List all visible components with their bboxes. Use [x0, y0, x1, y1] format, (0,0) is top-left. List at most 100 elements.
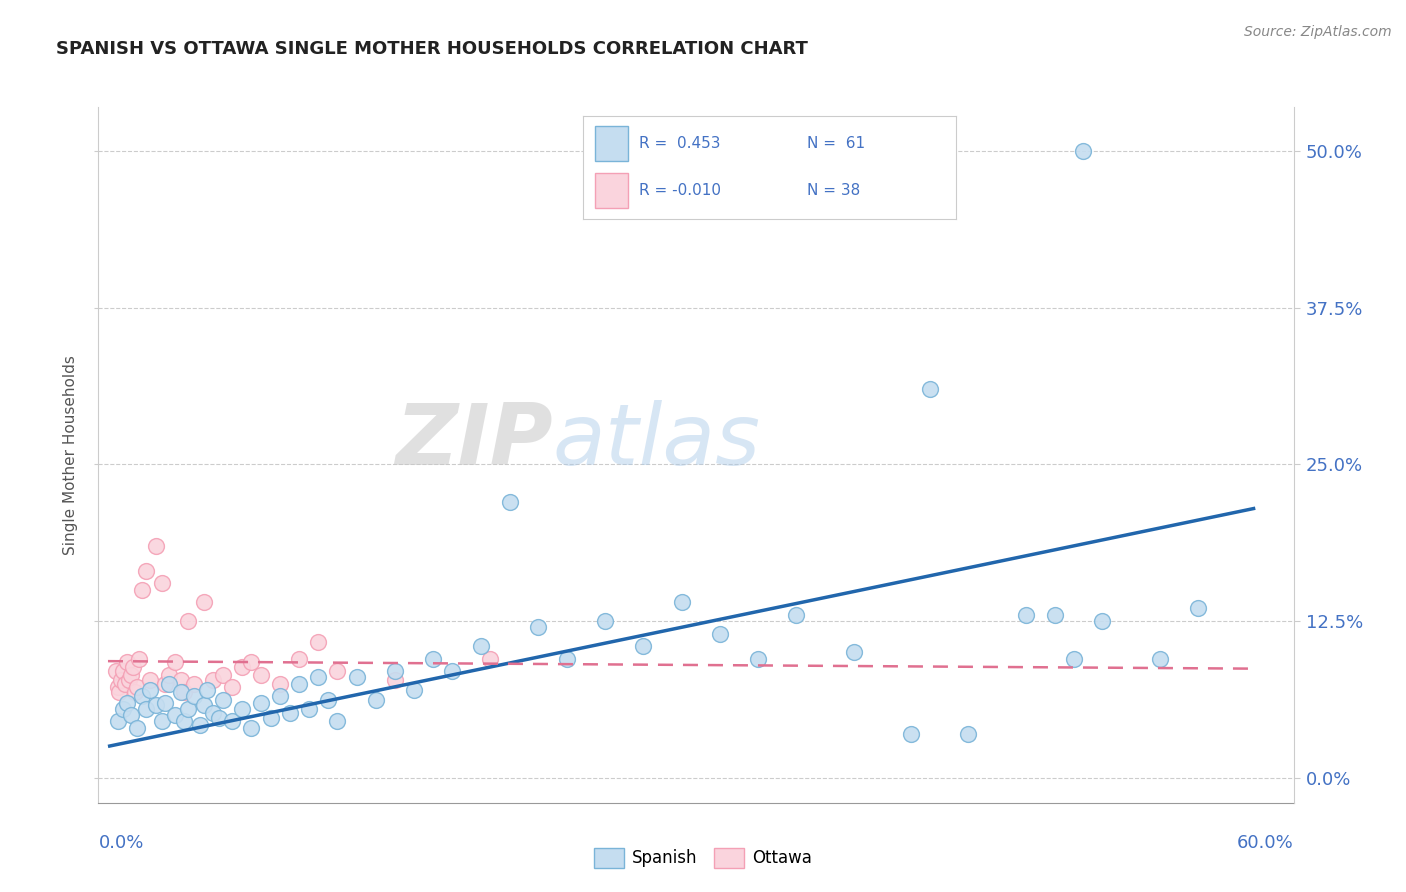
Point [259, 710, 281, 724]
Point [920, 382, 942, 396]
Point [177, 702, 200, 716]
Point [527, 620, 550, 634]
Point [155, 676, 177, 690]
Point [402, 683, 425, 698]
Point [326, 714, 349, 729]
Point [157, 676, 180, 690]
Point [441, 664, 464, 678]
Point [169, 673, 191, 687]
Point [1015, 607, 1038, 622]
Point [112, 664, 135, 678]
Point [842, 645, 865, 659]
Point [121, 660, 143, 674]
Point [221, 681, 243, 695]
Point [107, 714, 129, 729]
Point [157, 668, 180, 682]
Text: atlas: atlas [553, 400, 761, 483]
Text: N = 38: N = 38 [807, 184, 860, 198]
Point [120, 708, 142, 723]
Point [1043, 607, 1066, 622]
Point [900, 727, 922, 741]
Point [671, 595, 693, 609]
Point [125, 681, 148, 695]
Point [193, 595, 215, 609]
Point [177, 614, 200, 628]
Text: Source: ZipAtlas.com: Source: ZipAtlas.com [1244, 25, 1392, 39]
Point [155, 696, 177, 710]
Legend: Spanish, Ottawa: Spanish, Ottawa [586, 841, 820, 875]
Point [269, 676, 291, 690]
Y-axis label: Single Mother Households: Single Mother Households [63, 355, 79, 555]
Point [115, 656, 138, 670]
Point [183, 690, 205, 704]
Point [288, 651, 311, 665]
Point [135, 702, 157, 716]
Point [1063, 651, 1085, 665]
Point [316, 693, 339, 707]
Point [278, 706, 301, 720]
Point [110, 673, 132, 687]
Point [326, 664, 349, 678]
Point [1091, 614, 1114, 628]
Point [145, 698, 167, 712]
Point [307, 635, 329, 649]
Text: 60.0%: 60.0% [1237, 834, 1294, 852]
Text: N =  61: N = 61 [807, 136, 865, 151]
Point [169, 685, 191, 699]
Point [288, 676, 311, 690]
Point [163, 708, 186, 723]
Point [107, 681, 129, 695]
Point [555, 651, 578, 665]
Point [108, 685, 131, 699]
Point [384, 664, 406, 678]
Point [479, 651, 502, 665]
Point [498, 495, 520, 509]
Bar [595, 173, 628, 208]
Point [593, 614, 616, 628]
Point [269, 690, 291, 704]
Point [240, 656, 263, 670]
Point [470, 639, 492, 653]
Point [150, 576, 173, 591]
Text: 0.0%: 0.0% [98, 834, 143, 852]
Point [135, 564, 157, 578]
Point [240, 721, 263, 735]
Point [211, 668, 233, 682]
Point [364, 693, 387, 707]
Point [298, 702, 321, 716]
Point [250, 668, 273, 682]
Point [307, 670, 329, 684]
Point [131, 690, 153, 704]
Point [197, 683, 219, 698]
Point [125, 721, 148, 735]
Point [112, 702, 135, 716]
Point [193, 698, 215, 712]
Text: ZIP: ZIP [395, 400, 553, 483]
Point [202, 673, 225, 687]
Point [139, 683, 162, 698]
Point [104, 664, 127, 678]
Point [231, 660, 253, 674]
Point [709, 626, 731, 640]
Point [114, 676, 136, 690]
Point [211, 693, 233, 707]
Point [785, 607, 807, 622]
Point [120, 668, 142, 682]
Point [202, 706, 225, 720]
Bar [595, 126, 628, 161]
Point [346, 670, 368, 684]
Point [183, 676, 205, 690]
Point [150, 714, 173, 729]
Point [221, 714, 243, 729]
Point [384, 673, 406, 687]
Point [250, 696, 273, 710]
Point [118, 673, 141, 687]
Point [1149, 651, 1171, 665]
Point [124, 685, 146, 699]
Text: R = -0.010: R = -0.010 [640, 184, 721, 198]
Point [173, 714, 195, 729]
Point [957, 727, 980, 741]
Point [422, 651, 444, 665]
Point [633, 639, 655, 653]
Point [1187, 601, 1209, 615]
